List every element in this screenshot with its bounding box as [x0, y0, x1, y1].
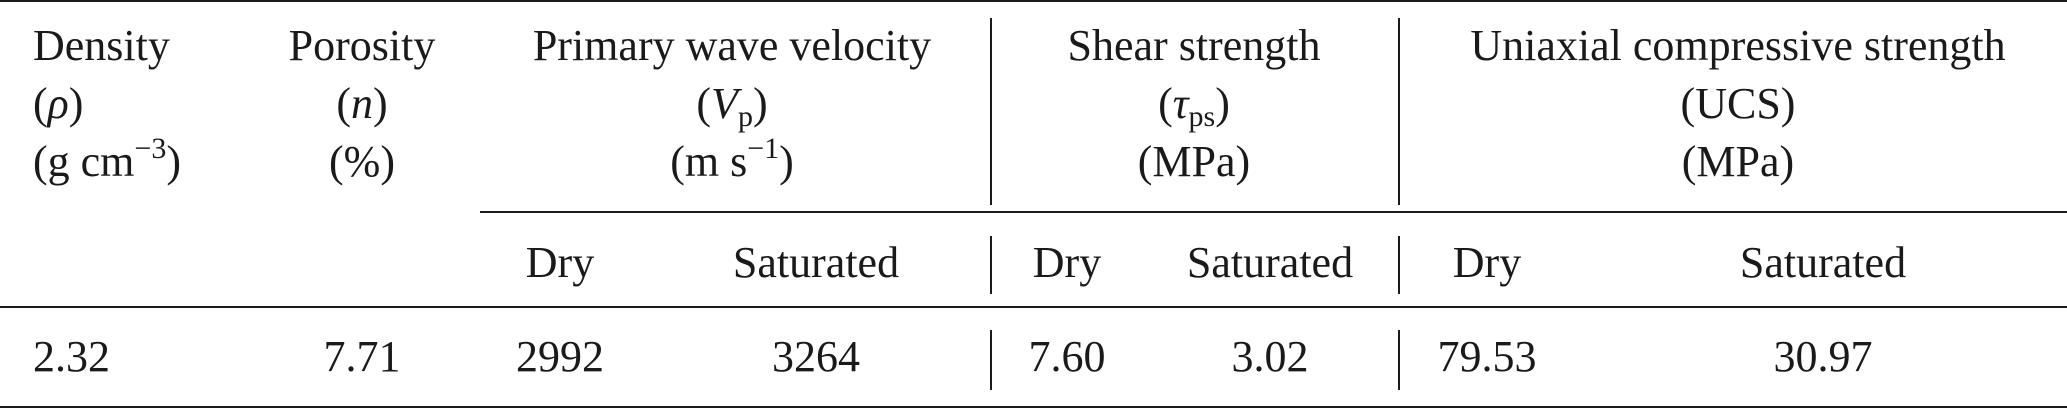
shear-unit: (MPa)	[1137, 137, 1251, 186]
vp-unit: (m s−1)	[670, 132, 794, 187]
subheader-vp-saturated: Saturated	[732, 238, 900, 287]
header-vp: Primary wave velocity (Vp) (m s−1)	[533, 17, 931, 191]
cell-density: 2.32	[33, 332, 110, 381]
vp-symbol: (Vp)	[696, 79, 768, 133]
density-symbol: (ρ)	[33, 79, 84, 128]
cell-porosity: 7.71	[323, 332, 401, 381]
header-porosity: Porosity (n) (%)	[289, 17, 436, 191]
header-density: Density (ρ) (g cm−3)	[33, 17, 181, 191]
vrule-shear-sub	[990, 236, 992, 294]
density-unit: (g cm−3)	[33, 132, 181, 187]
cell-ucs-dry: 79.53	[1437, 332, 1537, 381]
ucs-unit: (MPa)	[1681, 137, 1795, 186]
vrule-shear-top	[990, 18, 992, 205]
ucs-symbol: (UCS)	[1680, 79, 1796, 128]
density-label: Density	[33, 21, 170, 70]
cell-shear-saturated: 3.02	[1231, 332, 1309, 381]
porosity-symbol: (n)	[336, 79, 388, 128]
shear-label: Shear strength	[1067, 21, 1321, 70]
group-rule	[480, 211, 2067, 213]
header-bottom-rule	[0, 306, 2067, 308]
porosity-unit: (%)	[329, 137, 395, 186]
subheader-ucs-dry: Dry	[1452, 238, 1522, 287]
ucs-label: Uniaxial compressive strength	[1470, 21, 2006, 70]
bottom-rule	[0, 406, 2067, 408]
vrule-ucs-top	[1398, 18, 1400, 205]
subheader-ucs-saturated: Saturated	[1739, 238, 1907, 287]
vrule-ucs-row	[1398, 330, 1400, 390]
vrule-ucs-sub	[1398, 236, 1400, 294]
vrule-shear-row	[990, 330, 992, 390]
cell-ucs-saturated: 30.97	[1773, 332, 1873, 381]
porosity-label: Porosity	[288, 21, 436, 70]
subheader-vp-dry: Dry	[525, 238, 595, 287]
header-shear: Shear strength (τps) (MPa)	[1068, 17, 1321, 191]
vp-label: Primary wave velocity	[532, 21, 932, 70]
subheader-shear-dry: Dry	[1032, 238, 1102, 287]
top-rule	[0, 0, 2067, 2]
shear-symbol: (τps)	[1158, 79, 1230, 133]
cell-vp-saturated: 3264	[772, 332, 860, 381]
cell-vp-dry: 2992	[516, 332, 604, 381]
subheader-shear-saturated: Saturated	[1186, 238, 1354, 287]
cell-shear-dry: 7.60	[1028, 332, 1106, 381]
header-ucs: Uniaxial compressive strength (UCS) (MPa…	[1470, 17, 2005, 191]
